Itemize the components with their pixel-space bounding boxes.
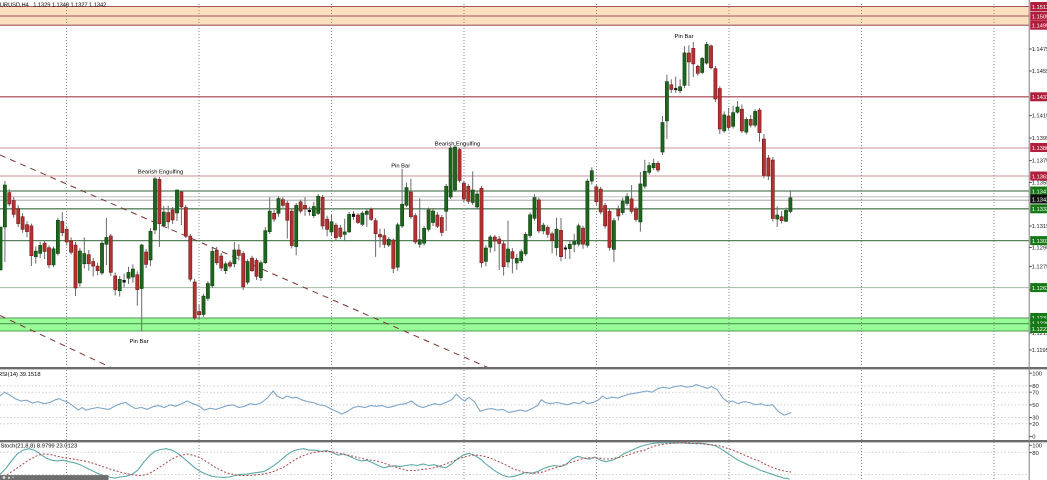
svg-text:1.1295: 1.1295: [1032, 246, 1047, 252]
svg-text:1.1275: 1.1275: [1032, 265, 1047, 271]
svg-text:1.1363: 1.1363: [1032, 174, 1047, 180]
svg-text:1.1495: 1.1495: [1032, 24, 1047, 30]
svg-text:1.1505: 1.1505: [1032, 14, 1047, 20]
svg-text:1.1395: 1.1395: [1032, 136, 1047, 142]
svg-text:1.1342: 1.1342: [1032, 197, 1047, 203]
svg-text:1.1455: 1.1455: [1032, 69, 1047, 75]
svg-text:100: 100: [1032, 444, 1043, 450]
svg-text:1.1215: 1.1215: [1032, 331, 1047, 337]
svg-text:Pin Bar: Pin Bar: [129, 339, 148, 345]
svg-text:1.1262: 1.1262: [1032, 286, 1047, 292]
svg-text:Bearish Engulfing: Bearish Engulfing: [138, 170, 183, 176]
svg-text:Pin Bar: Pin Bar: [674, 34, 693, 40]
svg-text:1.1475: 1.1475: [1032, 47, 1047, 53]
svg-text:0: 0: [1032, 435, 1036, 441]
svg-text:20: 20: [1032, 422, 1039, 428]
svg-text:100: 100: [1032, 371, 1043, 377]
svg-text:RSI(14) 39.1518: RSI(14) 39.1518: [0, 372, 41, 378]
svg-text:80: 80: [1032, 451, 1039, 457]
svg-text:30: 30: [1032, 416, 1039, 422]
svg-text:1.1303: 1.1303: [1032, 239, 1047, 245]
svg-text:1.1332: 1.1332: [1032, 207, 1047, 213]
svg-text:URUSD,H4 1.1329 1.1348 1.132: URUSD,H4 1.1329 1.1348 1.1327 1.1342: [0, 2, 106, 8]
svg-text:1.1375: 1.1375: [1032, 159, 1047, 165]
svg-text:Stoch(21,8,8) 8.9799 23.0123: Stoch(21,8,8) 8.9799 23.0123: [1, 443, 78, 449]
svg-text:1.1347: 1.1347: [1032, 189, 1047, 195]
svg-text:1.1355: 1.1355: [1032, 181, 1047, 187]
svg-text:Pin Bar: Pin Bar: [391, 164, 410, 170]
svg-text:1.1315: 1.1315: [1032, 224, 1047, 230]
svg-text:50: 50: [1032, 403, 1039, 409]
svg-text:1.1386: 1.1386: [1032, 146, 1047, 152]
svg-text:80: 80: [1032, 384, 1039, 390]
svg-text:1.1222: 1.1222: [1032, 327, 1047, 333]
svg-text:70: 70: [1032, 390, 1039, 396]
svg-text:1.1195: 1.1195: [1032, 348, 1047, 354]
svg-text:1.1415: 1.1415: [1032, 114, 1047, 120]
svg-text:Bearish Engulfing: Bearish Engulfing: [435, 142, 480, 148]
